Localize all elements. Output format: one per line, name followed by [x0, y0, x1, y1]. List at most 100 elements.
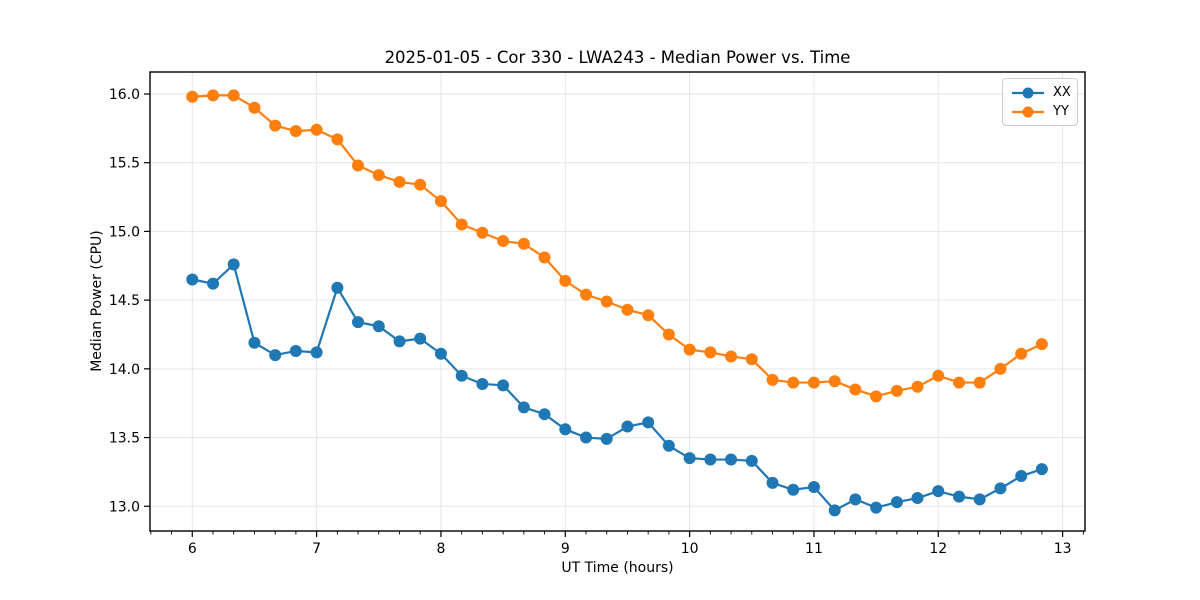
data-point-yy[interactable] [414, 178, 427, 191]
data-point-xx[interactable] [517, 401, 530, 414]
data-point-yy[interactable] [911, 380, 924, 393]
data-point-yy[interactable] [393, 175, 406, 188]
data-point-xx[interactable] [331, 281, 344, 294]
data-point-yy[interactable] [745, 353, 758, 366]
data-point-yy[interactable] [559, 274, 572, 287]
data-point-yy[interactable] [642, 309, 655, 322]
data-point-yy[interactable] [704, 346, 717, 359]
y-tick-label: 15.0 [109, 224, 140, 240]
data-point-xx[interactable] [289, 344, 302, 357]
data-point-yy[interactable] [310, 123, 323, 136]
data-point-xx[interactable] [476, 377, 489, 390]
data-point-xx[interactable] [932, 485, 945, 498]
data-point-xx[interactable] [186, 273, 199, 286]
data-point-yy[interactable] [372, 169, 385, 182]
data-point-xx[interactable] [911, 492, 924, 505]
data-point-xx[interactable] [642, 416, 655, 429]
data-point-xx[interactable] [269, 349, 282, 362]
data-point-yy[interactable] [725, 350, 738, 363]
data-point-yy[interactable] [849, 383, 862, 396]
data-point-xx[interactable] [455, 369, 468, 382]
data-point-xx[interactable] [207, 277, 220, 290]
data-point-xx[interactable] [559, 423, 572, 436]
data-point-yy[interactable] [1015, 347, 1028, 360]
data-point-yy[interactable] [1035, 338, 1048, 351]
data-point-xx[interactable] [807, 481, 820, 494]
data-point-xx[interactable] [227, 258, 240, 271]
data-point-xx[interactable] [414, 332, 427, 345]
data-point-yy[interactable] [497, 235, 510, 248]
data-point-yy[interactable] [621, 303, 634, 316]
data-point-yy[interactable] [289, 125, 302, 138]
x-tick-label: 6 [188, 541, 197, 557]
data-point-yy[interactable] [807, 376, 820, 389]
data-point-xx[interactable] [683, 452, 696, 465]
data-point-yy[interactable] [269, 119, 282, 132]
y-tick-label: 14.5 [109, 293, 140, 309]
data-point-xx[interactable] [953, 490, 966, 503]
data-point-yy[interactable] [248, 101, 261, 114]
data-point-xx[interactable] [248, 336, 261, 349]
data-point-yy[interactable] [227, 89, 240, 102]
data-point-yy[interactable] [994, 362, 1007, 375]
data-point-yy[interactable] [207, 89, 220, 102]
data-point-yy[interactable] [787, 376, 800, 389]
data-point-yy[interactable] [683, 343, 696, 356]
data-point-yy[interactable] [973, 376, 986, 389]
data-point-xx[interactable] [310, 346, 323, 359]
data-point-xx[interactable] [352, 316, 365, 329]
data-point-xx[interactable] [745, 454, 758, 467]
data-point-yy[interactable] [538, 251, 551, 264]
data-point-xx[interactable] [393, 335, 406, 348]
legend-item-yy[interactable]: YY [1010, 102, 1069, 121]
data-point-xx[interactable] [704, 453, 717, 466]
data-point-yy[interactable] [953, 376, 966, 389]
data-point-xx[interactable] [1035, 463, 1048, 476]
data-point-yy[interactable] [828, 375, 841, 388]
data-point-xx[interactable] [870, 501, 883, 514]
data-point-xx[interactable] [538, 408, 551, 421]
data-point-yy[interactable] [517, 237, 530, 250]
y-tick-label: 16.0 [109, 87, 140, 103]
data-point-xx[interactable] [497, 379, 510, 392]
data-point-xx[interactable] [849, 493, 862, 506]
data-point-yy[interactable] [186, 90, 199, 103]
data-point-xx[interactable] [621, 420, 634, 433]
data-point-yy[interactable] [890, 384, 903, 397]
data-point-yy[interactable] [455, 218, 468, 231]
data-point-yy[interactable] [476, 226, 489, 239]
data-point-xx[interactable] [973, 493, 986, 506]
axes-spines [149, 71, 1086, 532]
data-point-xx[interactable] [434, 347, 447, 360]
data-point-xx[interactable] [787, 483, 800, 496]
data-point-xx[interactable] [890, 496, 903, 509]
data-point-xx[interactable] [662, 439, 675, 452]
legend[interactable]: XX YY [1002, 78, 1078, 126]
data-point-xx[interactable] [725, 453, 738, 466]
y-tick-label: 14.0 [109, 362, 140, 378]
data-point-xx[interactable] [994, 482, 1007, 495]
x-tick-label: 11 [805, 541, 823, 557]
data-point-xx[interactable] [766, 476, 779, 489]
data-point-yy[interactable] [352, 159, 365, 172]
x-tick-label: 10 [681, 541, 699, 557]
data-point-yy[interactable] [870, 390, 883, 403]
legend-item-xx[interactable]: XX [1010, 83, 1071, 102]
data-point-yy[interactable] [932, 369, 945, 382]
legend-label-yy: YY [1053, 104, 1069, 119]
data-point-xx[interactable] [828, 504, 841, 517]
data-point-xx[interactable] [600, 432, 613, 445]
data-point-yy[interactable] [662, 328, 675, 341]
data-point-yy[interactable] [331, 133, 344, 146]
data-point-xx[interactable] [1015, 470, 1028, 483]
data-point-xx[interactable] [372, 320, 385, 333]
x-axis-label: UT Time (hours) [561, 560, 674, 576]
data-point-yy[interactable] [600, 295, 613, 308]
data-point-yy[interactable] [434, 195, 447, 208]
data-point-xx[interactable] [580, 431, 593, 444]
data-point-yy[interactable] [766, 373, 779, 386]
data-point-yy[interactable] [580, 288, 593, 301]
x-tick-label: 12 [929, 541, 947, 557]
